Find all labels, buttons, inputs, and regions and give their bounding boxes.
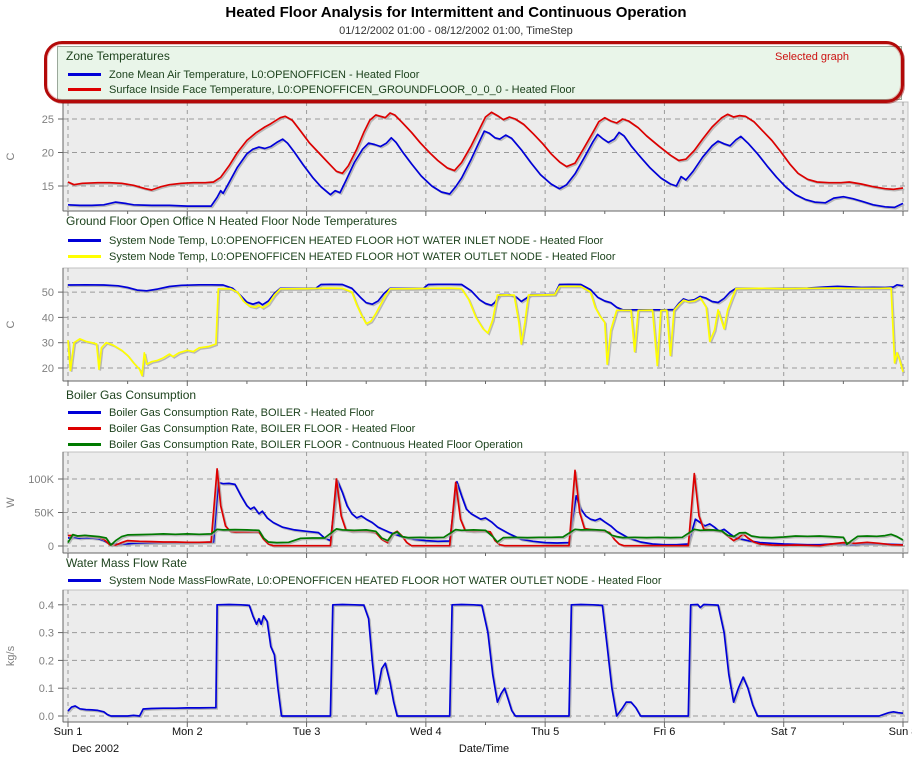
- plot-area-0: 15 20 25 C: [5, 101, 909, 216]
- series-shadow: [68, 112, 905, 193]
- y-tick-label: 0.1: [39, 683, 54, 695]
- legend-line-swatch: [68, 411, 101, 414]
- y-tick-label: 25: [42, 114, 54, 126]
- y-axis-unit: W: [5, 497, 17, 508]
- series-line: [67, 528, 904, 546]
- y-tick-label: 0.3: [39, 628, 54, 640]
- legend-line-swatch: [68, 73, 101, 76]
- series-shadow: [69, 470, 905, 548]
- y-tick-label: 15: [42, 181, 54, 193]
- page-subtitle: 01/12/2002 01:00 - 08/12/2002 01:00, Tim…: [339, 25, 573, 37]
- y-tick-label: 50K: [34, 508, 54, 520]
- legend-entry-label: Boiler Gas Consumption Rate, BOILER FLOO…: [109, 438, 523, 451]
- y-tick-label: 50: [42, 287, 54, 299]
- legend-entry-label: Surface Inside Face Temperature, L0:OPEN…: [109, 83, 576, 96]
- y-axis-unit: C: [5, 152, 17, 160]
- y-tick-label: 0.0: [39, 711, 54, 723]
- series-line: [67, 285, 904, 377]
- plot-area-2: 0 50K 100K W: [5, 451, 909, 558]
- x-tick-label: Sun 1: [53, 726, 83, 738]
- legend-entry: Boiler Gas Consumption Rate, BOILER FLOO…: [68, 438, 523, 451]
- legend-line-swatch: [68, 88, 101, 91]
- legend-line-swatch: [68, 579, 101, 582]
- plot-area-1: 20 30 40 50 C: [5, 267, 909, 386]
- legend-entry: Zone Mean Air Temperature, L0:OPENOFFICE…: [68, 68, 419, 81]
- legend-entry-label: System Node Temp, L0:OPENOFFICEN HEATED …: [109, 250, 616, 263]
- x-axis-period-label: Dec 2002: [72, 743, 120, 755]
- y-tick-label: 20: [42, 148, 54, 160]
- legend-entry: Boiler Gas Consumption Rate, BOILER - He…: [68, 406, 374, 419]
- legend-entry-label: Boiler Gas Consumption Rate, BOILER - He…: [109, 406, 375, 419]
- panel-legend-title: Ground Floor Open Office N Heated Floor …: [66, 214, 398, 228]
- x-tick-label: Mon 2: [171, 726, 203, 738]
- legend-line-swatch: [68, 443, 101, 446]
- legend-entry: Surface Inside Face Temperature, L0:OPEN…: [68, 83, 575, 96]
- x-axis-title: Date/Time: [458, 743, 510, 755]
- legend-entry: System Node Temp, L0:OPENOFFICEN HEATED …: [68, 234, 603, 247]
- x-tick-label: Sat 7: [770, 726, 797, 738]
- series-line: [67, 130, 904, 209]
- panel-legend-title: Water Mass Flow Rate: [66, 556, 187, 570]
- legend-entry-label: Zone Mean Air Temperature, L0:OPENOFFICE…: [109, 68, 420, 81]
- legend-entry: System Node Temp, L0:OPENOFFICEN HEATED …: [68, 250, 616, 263]
- legend-line-swatch: [68, 239, 101, 242]
- series-shadow: [68, 529, 905, 548]
- x-tick-label: Tue 3: [292, 726, 321, 738]
- legend-entry-label: Boiler Gas Consumption Rate, BOILER FLOO…: [109, 422, 416, 435]
- selected-legend-background: [57, 46, 902, 100]
- page-title: Heated Floor Analysis for Intermittent a…: [225, 4, 687, 21]
- selection-highlight: [44, 41, 904, 103]
- panel-legend-title: Boiler Gas Consumption: [66, 388, 197, 402]
- series-line: [67, 111, 904, 191]
- x-tick-label: Fri 6: [653, 726, 676, 738]
- panel-legend-title: Zone Temperatures: [66, 49, 170, 63]
- series-line: [67, 468, 904, 547]
- y-axis-unit: C: [5, 320, 17, 328]
- legend-entry: Boiler Gas Consumption Rate, BOILER FLOO…: [68, 422, 415, 435]
- y-tick-label: 30: [42, 338, 54, 350]
- selected-graph-label: Selected graph: [775, 51, 849, 63]
- legend-entry-label: System Node Temp, L0:OPENOFFICEN HEATED …: [109, 234, 604, 247]
- x-tick-label: Thu 5: [531, 726, 560, 738]
- y-tick-label: 0: [48, 541, 54, 553]
- legend-line-swatch: [68, 255, 101, 258]
- legend-entry-label: System Node MassFlowRate, L0:OPENOFFICEN…: [109, 574, 662, 587]
- y-tick-label: 100K: [28, 474, 54, 486]
- legend-line-swatch: [68, 427, 101, 430]
- y-axis-unit: kg/s: [5, 645, 17, 666]
- plot-area-3: 0.0 0.1 0.2 0.3 0.4 kg/s: [5, 589, 909, 727]
- x-tick-label: Sun 8: [888, 726, 912, 738]
- y-tick-label: 20: [42, 363, 54, 375]
- series-line: [67, 283, 904, 311]
- series-shadow: [68, 604, 905, 720]
- y-tick-label: 0.2: [39, 655, 54, 667]
- series-line: [67, 603, 904, 717]
- legend-entry: System Node MassFlowRate, L0:OPENOFFICEN…: [68, 574, 662, 587]
- y-tick-label: 0.4: [39, 600, 54, 612]
- y-tick-label: 40: [42, 312, 54, 324]
- x-tick-label: Wed 4: [410, 726, 442, 738]
